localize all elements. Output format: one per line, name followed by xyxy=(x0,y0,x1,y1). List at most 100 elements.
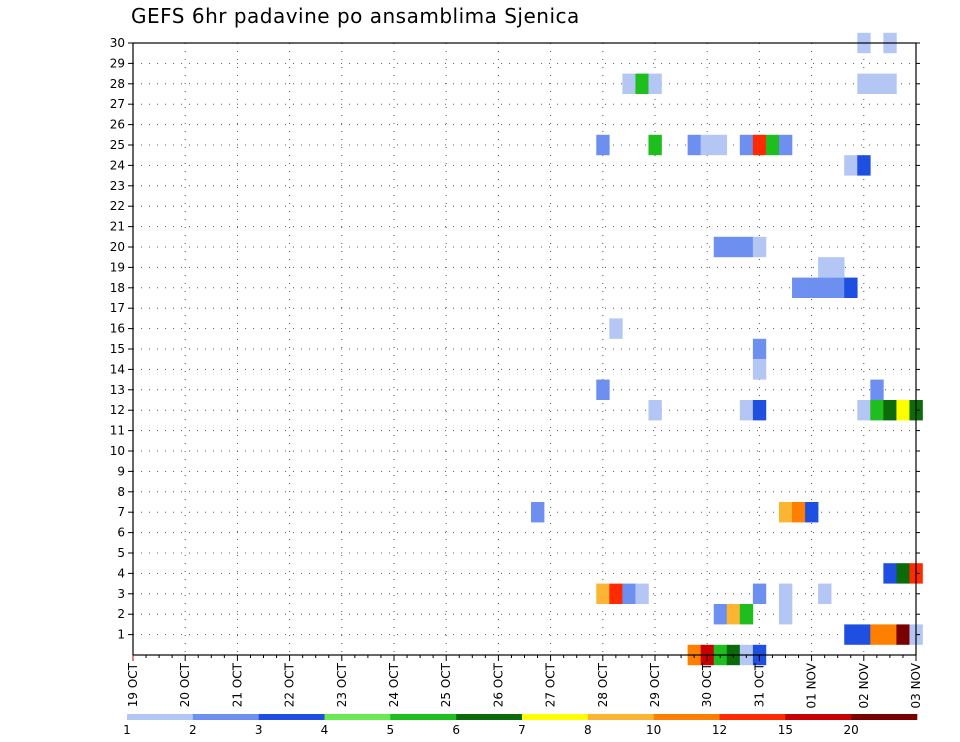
colorbar-swatch xyxy=(522,714,589,720)
colorbar-label: 7 xyxy=(518,723,526,737)
x-tick-label: 02 NOV xyxy=(857,662,871,708)
precip-cell xyxy=(648,73,662,94)
precip-cell xyxy=(805,502,819,523)
y-tick-label: 18 xyxy=(110,281,125,295)
precip-cell xyxy=(635,73,649,94)
precip-cell xyxy=(713,604,728,625)
precip-cell xyxy=(596,583,610,604)
precip-cell xyxy=(792,502,806,523)
precip-cell xyxy=(857,624,871,645)
x-tick-label: 03 NOV xyxy=(909,662,923,708)
colorbar-label: 2 xyxy=(189,723,197,737)
y-tick-label: 19 xyxy=(110,260,125,274)
precip-cell xyxy=(844,155,858,176)
y-tick-label: 12 xyxy=(110,403,125,417)
colorbar-label: 3 xyxy=(255,723,263,737)
x-tick-label: 24 OCT xyxy=(387,662,401,707)
y-tick-label: 16 xyxy=(110,322,125,336)
precip-cell xyxy=(805,277,819,298)
y-tick-label: 21 xyxy=(110,220,125,234)
colorbar-swatch xyxy=(851,714,918,720)
precip-cell xyxy=(752,400,767,421)
colorbar-label: 20 xyxy=(844,723,859,737)
colorbar-swatch xyxy=(719,714,786,720)
precip-cell xyxy=(778,134,793,156)
precip-cell xyxy=(622,73,636,94)
y-tick-label: 20 xyxy=(110,240,125,254)
precip-cell xyxy=(752,134,767,156)
precip-cell xyxy=(778,604,793,625)
colorbar-label: 15 xyxy=(778,723,793,737)
colorbar-label: 4 xyxy=(321,723,329,737)
colorbar-swatch xyxy=(587,714,654,720)
precip-cell xyxy=(752,236,767,258)
y-tick-label: 7 xyxy=(117,505,125,519)
precip-cell xyxy=(818,257,832,278)
y-axis: 1234567891011121314151617181920212223242… xyxy=(110,36,920,642)
colorbar-label: 10 xyxy=(646,723,661,737)
precip-cell xyxy=(687,134,701,156)
precip-cell xyxy=(739,236,754,258)
x-tick-label: 21 OCT xyxy=(230,662,244,707)
precip-cell xyxy=(857,155,871,176)
precip-cell xyxy=(896,563,910,584)
plot-frame xyxy=(132,42,917,656)
precip-cell xyxy=(883,624,897,645)
y-tick-label: 5 xyxy=(117,546,125,560)
y-tick-label: 11 xyxy=(110,424,125,438)
precip-cell xyxy=(857,400,871,421)
colorbar-label: 6 xyxy=(452,723,460,737)
y-tick-label: 8 xyxy=(117,485,125,499)
x-tick-label: 25 OCT xyxy=(439,662,453,707)
y-tick-label: 2 xyxy=(117,607,125,621)
precip-cell xyxy=(596,134,610,156)
precip-cell xyxy=(870,379,884,400)
y-tick-label: 1 xyxy=(117,628,125,642)
colorbar-swatch xyxy=(324,714,391,720)
x-axis: 19 OCT 20 OCT 21 OCT 22 OCT 23 OCT 24 OCT 25 O… xyxy=(126,655,923,709)
chart-title: GEFS 6hr padavine po ansamblima Sjenica xyxy=(131,4,580,28)
x-tick-label: 22 OCT xyxy=(283,662,297,707)
y-tick-label: 17 xyxy=(110,301,125,315)
precip-cell xyxy=(765,134,780,156)
colorbar-label: 1 xyxy=(123,723,131,737)
colorbar-swatch xyxy=(785,714,852,720)
colorbar-label: 5 xyxy=(387,723,395,737)
precip-cell xyxy=(831,277,845,298)
y-tick-label: 3 xyxy=(117,587,125,601)
x-tick-label: 20 OCT xyxy=(178,662,192,707)
y-tick-label: 6 xyxy=(117,526,125,540)
y-tick-label: 24 xyxy=(110,158,125,172)
precip-cell xyxy=(609,583,623,604)
precip-cell xyxy=(752,583,767,604)
precip-cell xyxy=(739,134,754,156)
precip-cell xyxy=(778,502,793,523)
x-tick-label: 01 NOV xyxy=(805,662,819,708)
precip-cell xyxy=(713,134,728,156)
x-tick-label: 23 OCT xyxy=(335,662,349,707)
precip-cell xyxy=(883,73,897,94)
x-tick-label: 27 OCT xyxy=(544,662,558,707)
precip-cell xyxy=(739,604,754,625)
x-tick-label: 28 OCT xyxy=(596,662,610,707)
y-tick-label: 28 xyxy=(110,77,125,91)
colorbar-swatch xyxy=(127,714,194,720)
precip-cell xyxy=(883,400,897,421)
precip-cell xyxy=(831,257,845,278)
colorbar-swatch xyxy=(192,714,259,720)
precip-cell xyxy=(596,379,610,400)
precip-cell xyxy=(622,583,636,604)
precip-cell xyxy=(648,134,662,156)
precip-cell xyxy=(739,400,754,421)
precip-cell xyxy=(818,583,832,604)
precip-cell xyxy=(700,134,715,156)
precip-cell xyxy=(857,73,871,94)
precip-cell xyxy=(818,277,832,298)
colorbar: 1 2 3 4 5 6 7 8 10 12 15 20 xyxy=(123,714,918,737)
precip-cell xyxy=(752,338,767,360)
y-tick-label: 25 xyxy=(110,138,125,152)
precip-cell xyxy=(896,400,910,421)
colorbar-label: 8 xyxy=(584,723,592,737)
x-tick-label: 26 OCT xyxy=(491,662,505,707)
